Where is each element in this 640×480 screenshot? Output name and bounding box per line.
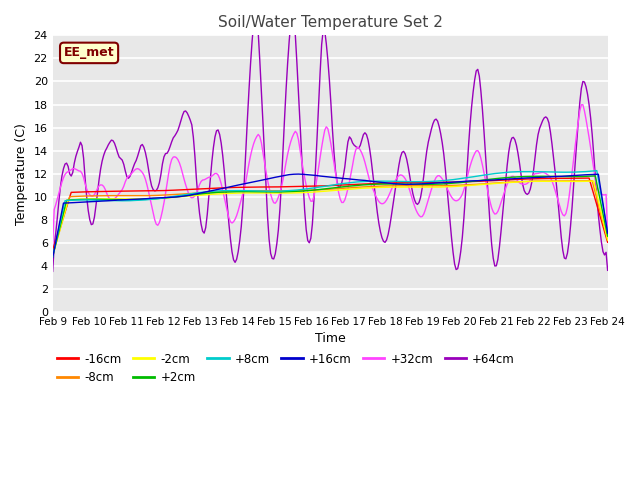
Y-axis label: Temperature (C): Temperature (C)	[15, 123, 28, 225]
X-axis label: Time: Time	[315, 333, 346, 346]
Legend: -16cm, -8cm, -2cm, +2cm, +8cm, +16cm, +32cm, +64cm: -16cm, -8cm, -2cm, +2cm, +8cm, +16cm, +3…	[52, 348, 519, 389]
Title: Soil/Water Temperature Set 2: Soil/Water Temperature Set 2	[218, 15, 443, 30]
Text: EE_met: EE_met	[64, 47, 115, 60]
